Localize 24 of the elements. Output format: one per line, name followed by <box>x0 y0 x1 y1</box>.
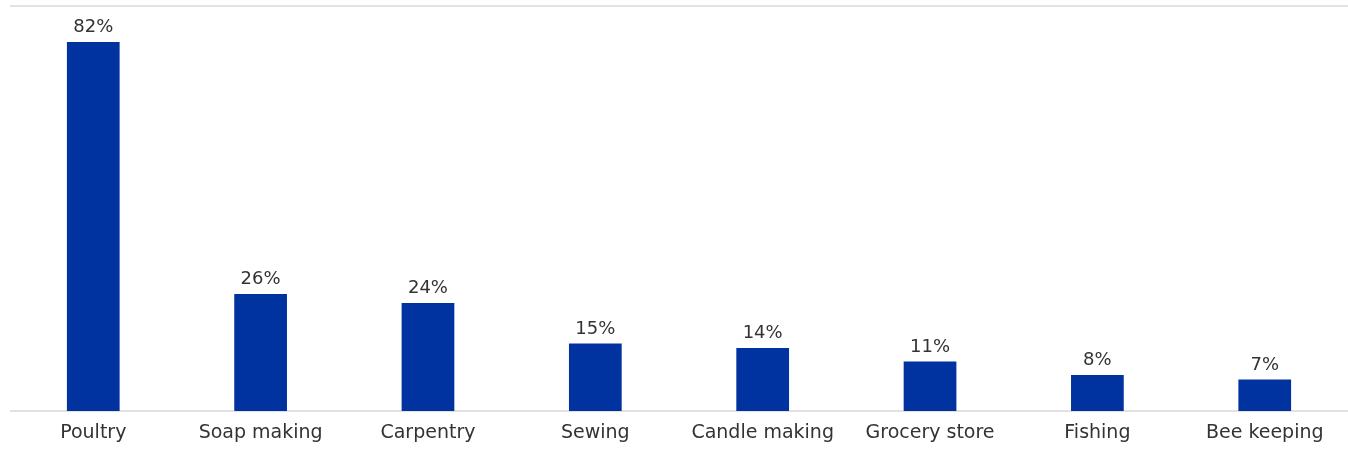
x-tick-label: Poultry <box>60 419 127 442</box>
data-label: 8% <box>1083 348 1112 369</box>
bar <box>903 361 957 411</box>
bar <box>1071 375 1124 411</box>
x-tick-label: Sewing <box>560 419 630 442</box>
x-tick-label: Bee keeping <box>1205 419 1324 442</box>
bar <box>234 294 287 411</box>
data-label: 7% <box>1250 352 1280 374</box>
bar <box>1238 379 1292 411</box>
data-label: 82% <box>73 15 114 36</box>
data-label: 14% <box>742 321 783 342</box>
data-label: 11% <box>910 334 951 356</box>
bar <box>736 348 790 411</box>
x-tick-label: Carpentry <box>380 419 476 442</box>
data-label: 24% <box>407 276 448 297</box>
bar <box>66 42 120 411</box>
bar <box>568 343 622 411</box>
bar <box>401 303 455 411</box>
x-tick-label: Fishing <box>1064 419 1131 442</box>
data-label: 15% <box>575 316 616 338</box>
data-label: 26% <box>240 267 281 288</box>
x-tick-label: Soap making <box>198 419 323 442</box>
x-tick-label: Candle making <box>691 419 834 442</box>
x-tick-label: Grocery store <box>865 419 995 442</box>
